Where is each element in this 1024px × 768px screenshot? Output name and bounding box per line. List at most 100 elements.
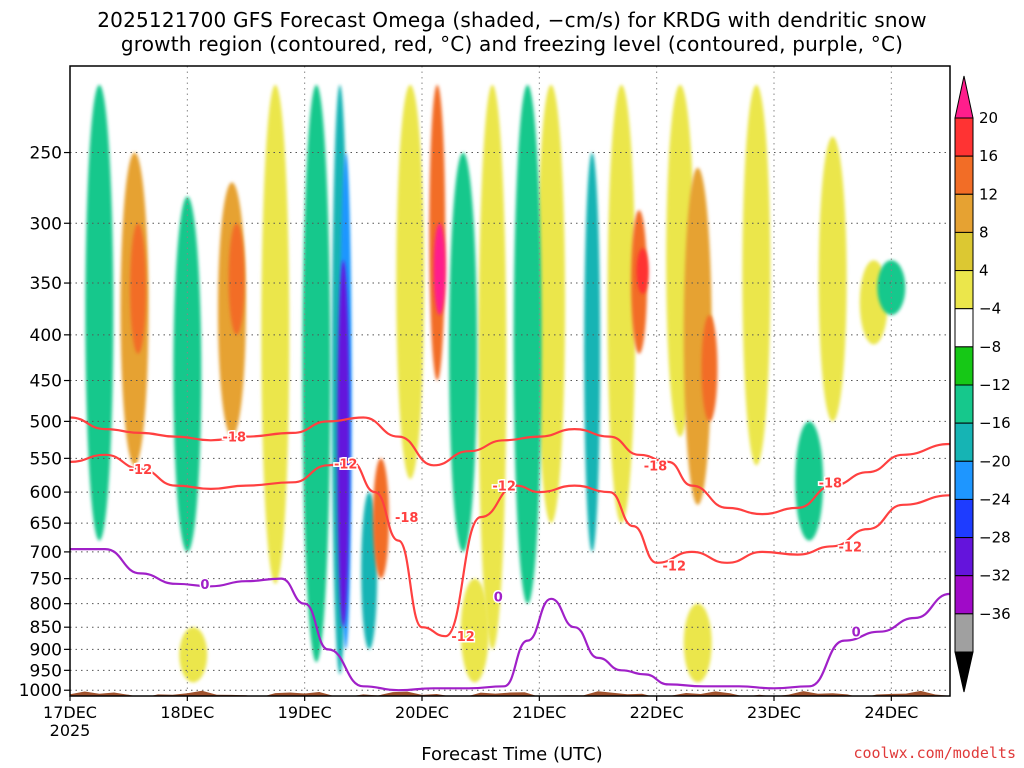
y-tick-label: 650 [30, 514, 62, 534]
omega-cell [513, 84, 542, 604]
colorbar-swatch [954, 575, 974, 615]
colorbar-swatch [954, 231, 974, 272]
x-tick-label: 21DEC [512, 703, 566, 722]
omega-cell [537, 84, 566, 524]
colorbar-top-arrow [954, 75, 974, 119]
omega-cell [742, 84, 771, 466]
contour-label: -18 [819, 476, 843, 491]
colorbar-label: −24 [979, 490, 1011, 508]
omega-cell [636, 248, 649, 294]
y-tick-label: 300 [30, 214, 62, 234]
dendritic-contour--18 [70, 416, 950, 516]
contour-label: -18 [223, 431, 247, 446]
y-tick-label: 400 [30, 326, 62, 346]
dendritic-contour--12 [70, 453, 950, 638]
omega-cell [130, 223, 147, 354]
x-axis: 17DEC 18DEC 19DEC 20DEC 21DEC 22DEC 23DEC 24DEC… [43, 696, 918, 740]
colorbar-label: −16 [979, 414, 1011, 432]
y-tick-label: 700 [30, 543, 62, 563]
contour-label: -12 [334, 457, 358, 472]
y-tick-label: 750 [30, 570, 62, 590]
x-year-label: 2025 [50, 721, 91, 740]
colorbar-label: −28 [979, 529, 1011, 547]
omega-cell [683, 167, 712, 505]
colorbar-swatch [954, 422, 974, 462]
y-tick-label: 1000 [19, 681, 62, 701]
omega-cell [607, 84, 636, 524]
contour-label: -12 [129, 463, 153, 478]
y-tick-label: 950 [30, 661, 62, 681]
colorbar-swatch [954, 193, 974, 233]
x-axis-title: Forecast Time (UTC) [421, 744, 603, 765]
contour-label: 0 [852, 626, 861, 641]
colorbar-swatch [954, 498, 974, 539]
omega-cell [584, 152, 601, 552]
y-tick-label: 450 [30, 372, 62, 392]
y-tick-label: 800 [30, 595, 62, 615]
colorbar-label: 12 [979, 185, 998, 203]
y-tick-label: 600 [30, 483, 62, 503]
omega-cell [433, 223, 446, 315]
omega-cell [460, 578, 489, 683]
colorbar-swatch [954, 155, 974, 195]
omega-cell [372, 458, 389, 579]
colorbar-label: 20 [979, 109, 998, 127]
colorbar-swatch [954, 117, 974, 157]
omega-shading [85, 84, 906, 683]
omega-cell [683, 603, 712, 683]
omega-cell [337, 260, 350, 628]
x-tick-label: 24DEC [864, 703, 918, 722]
y-tick-label: 550 [30, 449, 62, 469]
omega-cell [818, 136, 847, 422]
colorbar-swatch [954, 460, 974, 500]
omega-cell [85, 84, 114, 541]
contour-label: -12 [663, 559, 687, 574]
omega-cell [228, 223, 245, 335]
contour-label: -12 [492, 480, 516, 495]
y-tick-label: 250 [30, 144, 62, 164]
colorbar-label: −8 [979, 338, 1001, 356]
omega-cell [302, 84, 331, 663]
contour-label: -18 [644, 459, 668, 474]
contours: -18 -18 -18 -18 -12 -12 -12 -12 -12 -12 0 0 0 [70, 416, 950, 692]
contour-label: 0 [200, 578, 209, 593]
colorbar-swatch [954, 346, 974, 386]
x-tick-label: 20DEC [395, 703, 449, 722]
colorbar-bottom-arrow [954, 651, 974, 693]
terrain-fill [70, 690, 950, 696]
freezing-level-contour [70, 547, 950, 692]
y-tick-label: 900 [30, 640, 62, 660]
contour-label: -12 [451, 630, 475, 645]
colorbar-label: 16 [979, 147, 998, 165]
colorbar-swatch [954, 384, 974, 424]
colorbar-swatch [954, 537, 974, 577]
chart-title-line-2: growth region (contoured, red, °C) and f… [120, 32, 904, 56]
omega-cell [396, 84, 425, 479]
y-tick-label: 500 [30, 412, 62, 432]
colorbar-swatch [954, 270, 974, 310]
y-tick-label: 850 [30, 618, 62, 638]
credit-text: coolwx.com/modelts [853, 744, 1016, 762]
colorbar-label: −4 [979, 300, 1001, 318]
y-axis: 2503003504004505005506006507007508008509… [19, 144, 70, 701]
y-tick-label: 350 [30, 274, 62, 294]
omega-cell [261, 84, 290, 584]
x-tick-label: 22DEC [630, 703, 684, 722]
omega-cell [877, 260, 906, 315]
omega-cell [179, 627, 208, 683]
colorbar-label: 4 [979, 262, 989, 280]
chart-title-line-1: 2025121700 GFS Forecast Omega (shaded, −… [97, 8, 927, 32]
omega-cell [795, 421, 824, 541]
terrain-ground [70, 690, 950, 696]
grid-lines [70, 66, 950, 696]
colorbar-swatch [954, 308, 974, 348]
colorbar-label: −12 [979, 376, 1011, 394]
contour-label: -12 [839, 540, 863, 555]
x-tick-label: 18DEC [160, 703, 214, 722]
colorbar: 20 16 12 8 4 −4 −8 −12 −16 −20 −24 −28 −32 −36 [954, 75, 1011, 693]
colorbar-label: −32 [979, 567, 1011, 585]
contour-label: 0 [494, 590, 503, 605]
colorbar-label: −20 [979, 452, 1011, 470]
x-tick-label: 19DEC [278, 703, 332, 722]
